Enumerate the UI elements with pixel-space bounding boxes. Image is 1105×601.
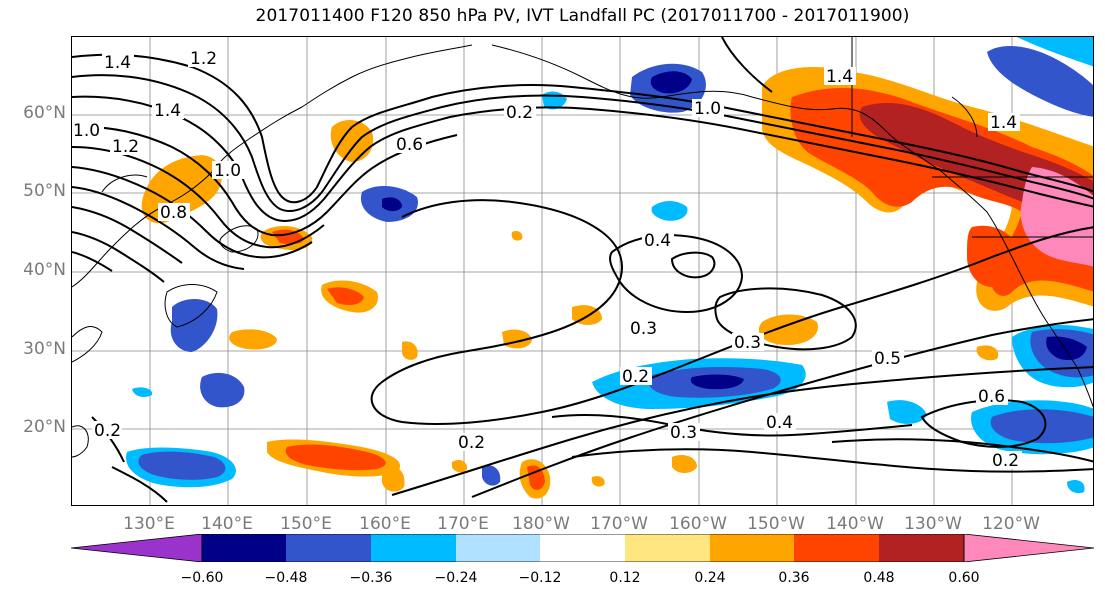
- contour-label: 0.2: [992, 451, 1019, 471]
- contour-label: 0.2: [506, 103, 533, 123]
- contour-labels: 1.4 1.2 1.0 1.2 1.4 1.0 0.8 0.6 0.2 1.0 …: [72, 49, 1022, 471]
- colorbar-tick: −0.60: [180, 570, 224, 586]
- lon-label: 170°W: [590, 514, 648, 534]
- contour-label: 1.4: [826, 67, 853, 87]
- contour-label: 0.4: [644, 231, 671, 251]
- contour-label: 0.2: [622, 367, 649, 387]
- contour-label: 1.0: [214, 161, 241, 181]
- contour-label: 1.4: [990, 113, 1017, 133]
- colorbar-tick: −0.12: [518, 570, 562, 586]
- contour-label: 0.8: [160, 203, 187, 223]
- contour-label: 1.0: [694, 99, 721, 119]
- map-canvas: 1.4 1.2 1.0 1.2 1.4 1.0 0.8 0.6 0.2 1.0 …: [72, 37, 1093, 505]
- colorbar-tick: −0.48: [264, 570, 308, 586]
- contour-label: 0.6: [978, 387, 1005, 407]
- colorbar-tick: 0.24: [694, 570, 726, 586]
- lon-label: 120°W: [982, 514, 1040, 534]
- lon-label: 170°E: [437, 514, 489, 534]
- colorbar-tick: −0.24: [434, 570, 478, 586]
- lon-label: 150°W: [747, 514, 805, 534]
- colorbar-segment: [286, 534, 371, 562]
- lon-label: 140°W: [826, 514, 884, 534]
- lon-label: 150°E: [280, 514, 332, 534]
- colorbar-extend-right: [963, 534, 1094, 562]
- lat-label: 20°N: [23, 417, 66, 437]
- lon-label: 130°W: [904, 514, 962, 534]
- colorbar-segment: [625, 534, 710, 562]
- colorbar-tick: 0.48: [863, 570, 895, 586]
- colorbar-segment: [202, 534, 286, 562]
- colorbar-tick: 0.36: [778, 570, 810, 586]
- colorbar-segment: [794, 534, 879, 562]
- lon-label: 130°E: [123, 514, 175, 534]
- contour-label: 1.2: [190, 49, 217, 69]
- colorbar-segment: [456, 534, 540, 562]
- map-panel: 1.4 1.2 1.0 1.2 1.4 1.0 0.8 0.6 0.2 1.0 …: [71, 36, 1094, 506]
- colorbar-tick: −0.36: [349, 570, 393, 586]
- contour-label: 0.3: [630, 319, 657, 339]
- contour-label: 0.2: [458, 433, 485, 453]
- contour-label: 0.6: [396, 135, 423, 155]
- lat-label: 60°N: [23, 103, 66, 123]
- contour-label: 0.3: [670, 423, 697, 443]
- lon-label: 160°W: [669, 514, 727, 534]
- contour-label: 0.3: [734, 333, 761, 353]
- contour-label: 1.4: [154, 101, 181, 121]
- lon-label: 140°E: [201, 514, 253, 534]
- contour-label: 1.2: [112, 137, 139, 157]
- lat-label: 50°N: [23, 181, 66, 201]
- colorbar-extend-left: [71, 534, 203, 562]
- contour-label: 1.0: [73, 121, 100, 141]
- lat-label: 40°N: [23, 260, 66, 280]
- colorbar-segment: [879, 534, 964, 562]
- colorbar-tick: 0.60: [948, 570, 980, 586]
- colorbar-segment: [371, 534, 456, 562]
- lon-label: 160°E: [359, 514, 411, 534]
- map-title: 2017011400 F120 850 hPa PV, IVT Landfall…: [255, 6, 910, 26]
- contour-label: 0.5: [874, 349, 901, 369]
- colorbar: [71, 534, 1094, 562]
- pv-contours: [72, 37, 1093, 503]
- colorbar-segment: [540, 534, 625, 562]
- contour-label: 0.2: [94, 421, 121, 441]
- lat-label: 30°N: [23, 339, 66, 359]
- colorbar-tick: 0.12: [609, 570, 641, 586]
- contour-label: 1.4: [104, 53, 131, 73]
- colorbar-segment: [710, 534, 794, 562]
- contour-label: 0.4: [766, 413, 793, 433]
- lon-label: 180°W: [512, 514, 570, 534]
